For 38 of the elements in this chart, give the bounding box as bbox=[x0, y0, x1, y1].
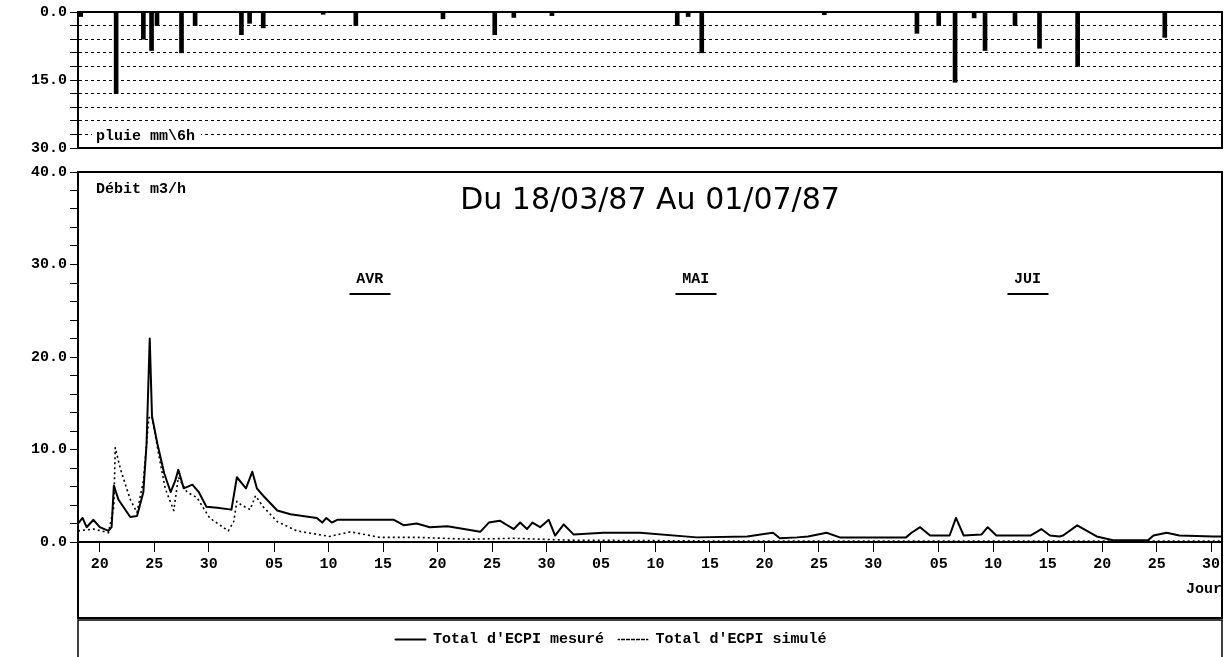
y-tick-label: 30.0 bbox=[30, 256, 67, 274]
y-axis-title: pluie mm\6h bbox=[96, 128, 196, 146]
x-tick-label: 25 bbox=[145, 555, 164, 573]
x-tick-label: 05 bbox=[929, 555, 948, 573]
y-tick-label: 30.0 bbox=[30, 139, 67, 157]
legend-label: Total d'ECPI simulé bbox=[655, 631, 827, 649]
x-tick-label: 05 bbox=[591, 555, 610, 573]
x-tick-label: 25 bbox=[483, 555, 502, 573]
y-tick-label: 20.0 bbox=[30, 348, 67, 366]
y-tick-label: 0.0 bbox=[39, 533, 67, 551]
chart-title: Du 18/03/87 Au 01/07/87 bbox=[460, 180, 840, 216]
annotation: AVR bbox=[349, 271, 391, 296]
x-tick-label: 30 bbox=[537, 555, 556, 573]
x-tick-label: 25 bbox=[809, 555, 828, 573]
x-tick-label: 30 bbox=[199, 555, 218, 573]
x-tick-label: 05 bbox=[265, 555, 284, 573]
x-tick-label: 10 bbox=[319, 555, 338, 573]
x-tick-label: 20 bbox=[755, 555, 774, 573]
x-tick-label: 15 bbox=[700, 555, 719, 573]
y-tick-label: 0.0 bbox=[39, 3, 67, 21]
x-tick-label: 15 bbox=[1038, 555, 1057, 573]
x-tick-label: 30 bbox=[1202, 555, 1221, 573]
x-tick-label: 25 bbox=[1147, 555, 1166, 573]
x-tick-label: 10 bbox=[984, 555, 1003, 573]
x-tick-label: 30 bbox=[864, 555, 883, 573]
y-tick-label: 40.0 bbox=[30, 163, 67, 181]
y-tick-label: 10.0 bbox=[30, 441, 67, 459]
y-axis-title: Débit m3/h bbox=[96, 181, 187, 199]
x-tick-label: 10 bbox=[646, 555, 665, 573]
annotation: MAI bbox=[675, 271, 717, 296]
x-tick-label: 20 bbox=[428, 555, 447, 573]
x-tick-label: 20 bbox=[90, 555, 109, 573]
annotation: JUI bbox=[1007, 271, 1049, 296]
x-tick-label: 20 bbox=[1093, 555, 1112, 573]
legend-label: Total d'ECPI mesuré bbox=[432, 631, 604, 649]
x-tick-label: 15 bbox=[374, 555, 393, 573]
y-tick-label: 15.0 bbox=[30, 71, 67, 89]
x-axis-title: Jour bbox=[1185, 580, 1222, 598]
